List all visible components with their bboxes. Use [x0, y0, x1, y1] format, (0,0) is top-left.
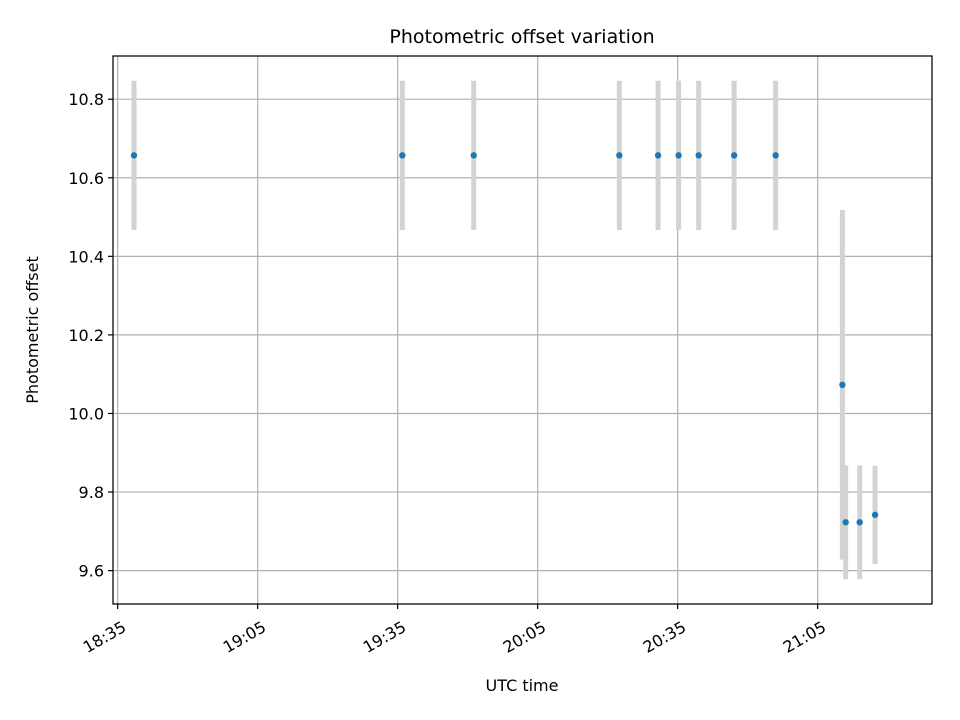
x-axis-label: UTC time — [486, 676, 559, 695]
data-point — [654, 152, 662, 159]
y-tick-label: 10.4 — [68, 247, 104, 266]
data-point — [695, 152, 702, 159]
data-point — [470, 152, 477, 159]
data-point — [871, 511, 879, 519]
data-point — [730, 152, 738, 159]
grid — [113, 56, 932, 604]
y-axis-label: Photometric offset — [23, 256, 42, 404]
data-point — [399, 152, 406, 159]
data-points — [130, 152, 879, 526]
data-point — [130, 152, 138, 159]
data-point — [842, 519, 849, 526]
y-tick-label: 9.8 — [79, 483, 104, 502]
data-point — [616, 152, 623, 159]
data-point — [856, 519, 863, 526]
y-tick-label: 10.6 — [68, 169, 104, 188]
plot-frame — [112, 55, 933, 605]
y-tick-label: 10.8 — [68, 90, 104, 109]
data-point — [675, 152, 682, 159]
y-tick-label: 10.2 — [68, 326, 104, 345]
data-point — [772, 152, 779, 159]
y-tick-label: 10.0 — [68, 404, 104, 423]
y-tick-label: 9.6 — [79, 562, 104, 581]
data-point — [839, 381, 846, 388]
chart-title: Photometric offset variation — [389, 26, 654, 48]
